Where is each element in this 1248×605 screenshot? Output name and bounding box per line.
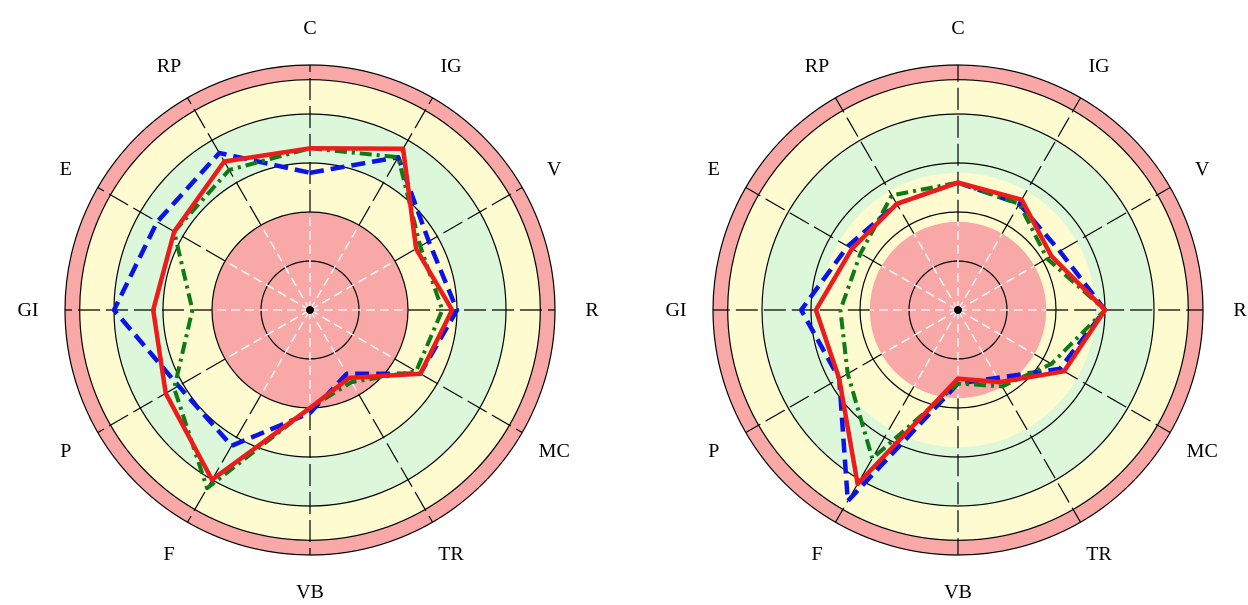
axis-label-p: P: [708, 440, 719, 462]
axis-label-p: P: [60, 440, 71, 462]
radar-chart-left: C IG V R MC TR VB F P GI E RP: [17, 17, 599, 603]
spoke-inner-v: [309, 260, 396, 311]
radar-chart-right: C IG V R MC TR VB F P GI E RP: [665, 17, 1247, 603]
spoke-v: [1034, 186, 1171, 267]
spoke-f: [186, 394, 262, 523]
spoke-inner-tr: [309, 309, 360, 396]
axis-label-rp: RP: [805, 55, 829, 77]
axis-label-mc: MC: [1187, 440, 1218, 462]
axis-label-vb: VB: [296, 581, 324, 603]
axis-label-r: R: [585, 299, 599, 321]
axis-label-e: E: [708, 158, 720, 180]
spoke-inner-rp: [913, 233, 959, 311]
spoke-e: [97, 186, 226, 262]
spoke-inner-mc: [957, 309, 1035, 355]
spoke-inner-mc: [309, 309, 396, 360]
axis-label-ig: IG: [1088, 55, 1109, 77]
series-green-dash-dot: [838, 180, 1107, 461]
spoke-inner-rp: [260, 224, 311, 311]
spoke-p: [97, 358, 226, 434]
series-red-solid: [813, 180, 1108, 487]
axis-label-f: F: [811, 543, 822, 565]
spoke-inner-v: [957, 265, 1035, 311]
axis-label-f: F: [163, 543, 174, 565]
axis-label-mc: MC: [539, 440, 570, 462]
spoke-inner-f: [913, 309, 959, 387]
spoke-inner-tr: [957, 309, 1003, 387]
series-red-solid: [150, 146, 455, 482]
spoke-inner-e: [881, 265, 959, 311]
spoke-inner-f: [260, 309, 311, 396]
center-dot: [954, 306, 962, 314]
axis-label-rp: RP: [157, 55, 181, 77]
axis-label-c: C: [951, 17, 964, 39]
spoke-p: [745, 353, 882, 434]
spoke-inner-p: [224, 309, 311, 360]
spoke-rp: [834, 97, 915, 234]
axis-label-tr: TR: [1086, 543, 1112, 565]
axis-label-c: C: [303, 17, 316, 39]
spoke-mc: [1034, 353, 1171, 434]
axis-label-vb: VB: [944, 581, 972, 603]
grid-circle: [761, 113, 1155, 507]
axis-label-v: V: [547, 158, 562, 180]
spoke-inner-p: [881, 309, 959, 355]
spoke-inner-ig: [957, 233, 1003, 311]
center-dot: [306, 306, 314, 314]
spoke-inner-e: [224, 260, 311, 311]
series-blue-dashed: [111, 150, 460, 449]
spoke-mc: [394, 358, 523, 434]
spoke-ig: [358, 97, 434, 226]
spoke-inner-ig: [309, 224, 360, 311]
axis-label-ig: IG: [440, 55, 461, 77]
spoke-e: [745, 186, 882, 267]
spoke-ig: [1001, 97, 1082, 234]
spoke-tr: [1001, 386, 1082, 523]
axis-label-tr: TR: [438, 543, 464, 565]
axis-label-v: V: [1195, 158, 1210, 180]
spoke-tr: [358, 394, 434, 523]
axis-label-gi: GI: [665, 299, 686, 321]
axis-label-gi: GI: [17, 299, 38, 321]
spoke-v: [394, 186, 523, 262]
axis-label-e: E: [60, 158, 72, 180]
axis-label-r: R: [1233, 299, 1247, 321]
